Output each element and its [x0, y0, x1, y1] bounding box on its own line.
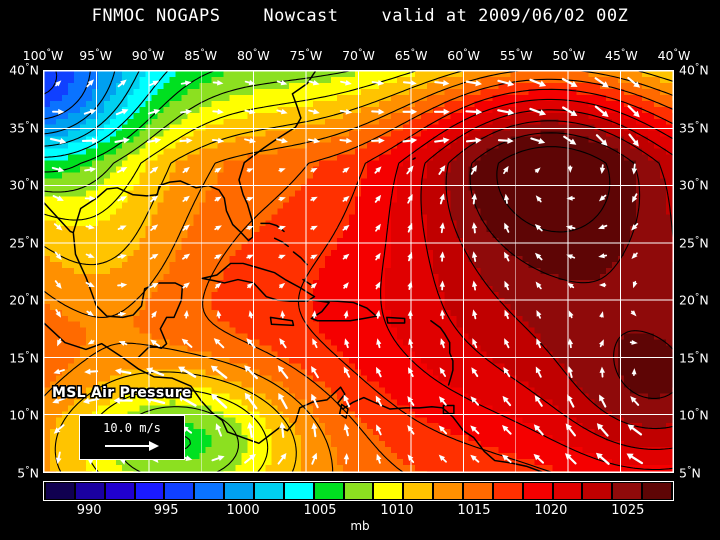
colorbar-cell	[583, 483, 612, 499]
lat-tick-label-left: 10°N	[9, 407, 39, 423]
lon-tick-label: 95°W	[79, 48, 112, 64]
lat-tick-label-left: 5°N	[17, 465, 39, 481]
wind-scale-arrow-icon	[105, 441, 159, 451]
lat-tick-label-right: 20°N	[679, 292, 709, 308]
lat-tick-label-right: 15°N	[679, 350, 709, 366]
colorbar-cell	[344, 483, 373, 499]
colorbar-tick-label: 1010	[380, 503, 414, 518]
pressure-field-render	[44, 71, 673, 472]
page-title: FNMOC NOGAPS Nowcast valid at 2009/06/02…	[91, 6, 629, 26]
lon-tick-label: 65°W	[394, 48, 428, 64]
colorbar-cell	[165, 483, 194, 499]
lat-tick-label-right: 30°N	[679, 177, 709, 193]
colorbar-cell	[255, 483, 283, 499]
lon-tick-label: 75°W	[289, 48, 323, 64]
wind-scale-legend: 10.0 m/s	[79, 415, 185, 460]
colorbar-cell	[434, 483, 463, 499]
lon-tick-label: 50°W	[552, 48, 586, 64]
colorbar-cell	[553, 483, 582, 499]
colorbar-cell	[225, 483, 254, 499]
colorbar-cell	[314, 483, 343, 499]
isobar-contours	[44, 71, 673, 472]
colorbar-cell	[523, 483, 552, 499]
colorbar-cell	[284, 483, 313, 499]
colorbar[interactable]	[43, 481, 674, 501]
colorbar-tick-label: 1015	[457, 503, 491, 518]
colorbar-cell	[46, 483, 74, 499]
lon-tick-label: 70°W	[342, 48, 375, 64]
field-label: MSL Air Pressure	[52, 385, 192, 401]
lon-tick-label: 90°W	[131, 48, 165, 64]
wind-vector-arrows	[49, 76, 644, 465]
lat-tick-label-left: 35°N	[9, 119, 39, 136]
colorbar-tick-label: 1000	[226, 503, 260, 518]
lat-tick-label-left: 30°N	[9, 177, 39, 193]
map-plot-area[interactable]	[43, 70, 674, 473]
lon-tick-label: 80°W	[236, 48, 270, 64]
lon-tick-label: 55°W	[499, 48, 533, 64]
lat-tick-label-right: 25°N	[679, 235, 709, 251]
colorbar-cell	[75, 483, 104, 499]
colorbar-tick-label: 1005	[303, 503, 337, 518]
lon-tick-label: 60°W	[447, 48, 481, 64]
colorbar-tick-label: 1025	[611, 503, 645, 518]
colorbar-tick-label: 995	[153, 503, 179, 518]
lon-tick-label: 85°W	[184, 48, 218, 64]
lon-tick-label: 40°W	[657, 48, 691, 64]
lat-tick-label-right: 35°N	[679, 119, 709, 136]
colorbar-cell	[404, 483, 433, 499]
lat-tick-label-right: 40°N	[679, 62, 709, 78]
lat-tick-label-left: 40°N	[9, 62, 39, 78]
colorbar-cell	[643, 483, 672, 499]
colorbar-cell	[135, 483, 164, 499]
colorbar-cell	[374, 483, 403, 499]
colorbar-cell	[105, 483, 134, 499]
wind-scale-value: 10.0 m/s	[103, 421, 161, 435]
colorbar-tick-label: 1020	[534, 503, 568, 518]
colorbar-cell	[493, 483, 522, 499]
lat-tick-label-left: 15°N	[9, 350, 39, 366]
colorbar-cell	[195, 483, 224, 499]
colorbar-cell	[613, 483, 642, 499]
lat-tick-label-left: 25°N	[9, 235, 39, 251]
lon-tick-label: 100°W	[22, 48, 64, 64]
lat-tick-label-left: 20°N	[9, 292, 39, 308]
colorbar-tick-label: 990	[76, 503, 102, 518]
lat-tick-label-right: 5°N	[679, 465, 701, 481]
lat-tick-label-right: 10°N	[679, 407, 709, 423]
colorbar-unit-label: mb	[350, 519, 370, 533]
lon-tick-label: 45°W	[605, 48, 638, 64]
colorbar-cell	[464, 483, 492, 499]
